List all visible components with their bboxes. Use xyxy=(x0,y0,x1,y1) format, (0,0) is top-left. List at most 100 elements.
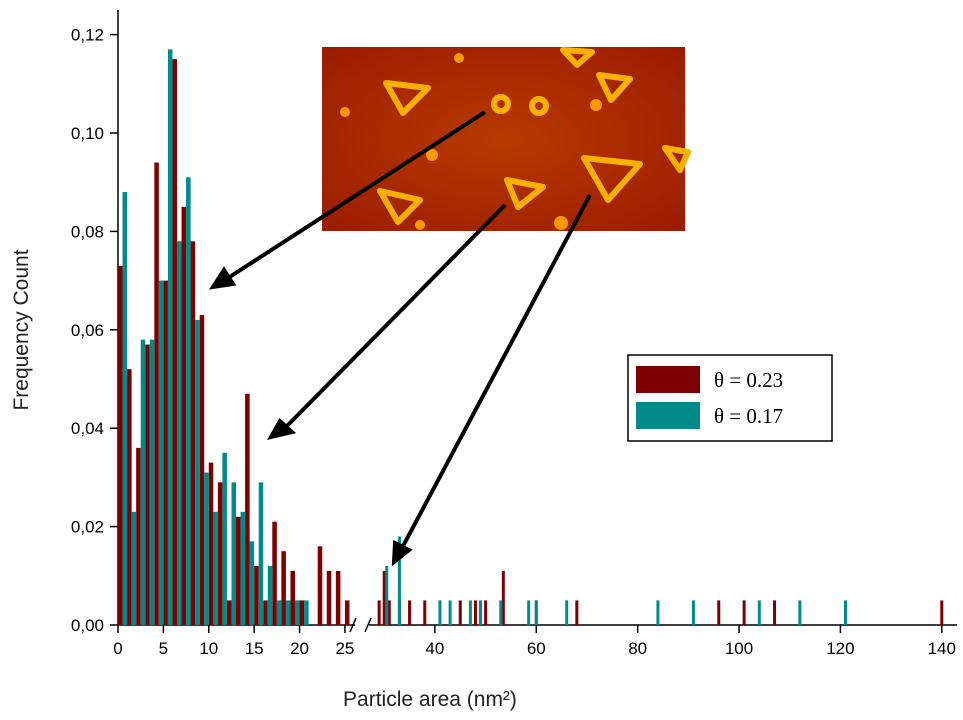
bar xyxy=(285,600,291,625)
bar xyxy=(249,541,255,625)
bar xyxy=(691,600,695,625)
bar xyxy=(448,600,452,625)
bar xyxy=(717,600,721,625)
bar xyxy=(458,600,462,625)
bar xyxy=(304,600,309,625)
bar xyxy=(213,511,218,625)
bar xyxy=(163,280,168,625)
bar xyxy=(438,600,442,625)
y-tick-label: 0,00 xyxy=(71,616,104,635)
bar xyxy=(158,280,164,625)
bar xyxy=(499,600,503,625)
bar xyxy=(299,600,305,625)
bar xyxy=(140,339,146,625)
bar xyxy=(154,162,159,625)
y-tick-label: 0,02 xyxy=(71,518,104,537)
bar xyxy=(267,565,273,625)
bar xyxy=(272,521,277,625)
bar xyxy=(742,600,746,625)
bar xyxy=(254,565,259,625)
y-tick-label: 0,10 xyxy=(71,124,104,143)
legend-label: θ = 0.23 xyxy=(714,368,783,392)
bar xyxy=(501,570,505,625)
x-tick-label: 25 xyxy=(335,639,354,658)
x-axis-label: Particle area (nm²) xyxy=(343,688,517,711)
y-tick-label: 0,08 xyxy=(71,222,104,241)
bar xyxy=(773,600,777,625)
bar xyxy=(295,600,300,625)
bar xyxy=(226,600,232,625)
bar xyxy=(245,393,250,625)
bar xyxy=(798,600,802,625)
bar xyxy=(236,516,241,625)
bar xyxy=(387,600,391,625)
bar xyxy=(258,482,264,625)
inset-image xyxy=(322,47,691,231)
bar xyxy=(131,511,137,625)
bar xyxy=(344,600,350,625)
bar xyxy=(575,600,579,625)
x-tick-label: 100 xyxy=(725,639,753,658)
bar xyxy=(172,59,177,625)
bar xyxy=(534,600,538,625)
bar xyxy=(136,447,141,625)
x-tick-label: 120 xyxy=(826,639,854,658)
bar xyxy=(177,241,182,626)
bar xyxy=(382,570,386,625)
bar xyxy=(326,570,332,625)
bar xyxy=(204,472,209,625)
legend-swatch xyxy=(636,402,700,429)
bar xyxy=(317,546,323,625)
bar xyxy=(145,344,150,625)
x-tick-label: 0 xyxy=(113,639,122,658)
annotation-arrows xyxy=(208,110,592,567)
bar xyxy=(263,600,268,625)
x-tick-label: 80 xyxy=(628,639,647,658)
bar xyxy=(468,600,472,625)
bar xyxy=(167,49,173,626)
bar xyxy=(276,600,282,625)
bar xyxy=(186,177,191,625)
bar xyxy=(281,551,286,625)
y-tick-label: 0,04 xyxy=(71,419,104,438)
x-tick-label: 10 xyxy=(199,639,218,658)
bar xyxy=(484,600,488,625)
legend: θ = 0.23 θ = 0.17 xyxy=(627,354,833,442)
bar xyxy=(190,241,196,626)
x-tick-label: 140 xyxy=(928,639,956,658)
x-tick-label: 5 xyxy=(159,639,168,658)
bar xyxy=(940,600,944,625)
bar xyxy=(127,369,132,625)
bar xyxy=(240,511,246,625)
bar xyxy=(385,565,389,625)
legend-swatch xyxy=(636,366,700,393)
bar xyxy=(222,452,227,625)
bar xyxy=(377,600,381,625)
bar xyxy=(290,570,295,625)
bar xyxy=(199,315,205,625)
bar xyxy=(231,482,236,625)
bar xyxy=(656,600,660,625)
bar xyxy=(473,600,477,625)
y-axis-label: Frequency Count xyxy=(10,249,33,410)
x-tick-label: 60 xyxy=(527,639,546,658)
y-tick-label: 0,12 xyxy=(71,26,104,45)
x-tick-label: 20 xyxy=(290,639,309,658)
x-tick-label: 15 xyxy=(245,639,264,658)
bar xyxy=(843,600,847,625)
bar xyxy=(195,319,200,625)
bar xyxy=(217,482,223,625)
bar xyxy=(479,600,483,625)
bar xyxy=(527,600,531,625)
bar xyxy=(118,265,123,625)
bar xyxy=(122,192,128,626)
x-tick-label: 40 xyxy=(425,639,444,658)
bar xyxy=(408,600,412,625)
bar xyxy=(757,600,761,625)
bar xyxy=(397,536,401,625)
bar xyxy=(565,600,569,625)
bar xyxy=(335,570,341,625)
bar xyxy=(208,462,214,625)
y-tick-label: 0,06 xyxy=(71,321,104,340)
